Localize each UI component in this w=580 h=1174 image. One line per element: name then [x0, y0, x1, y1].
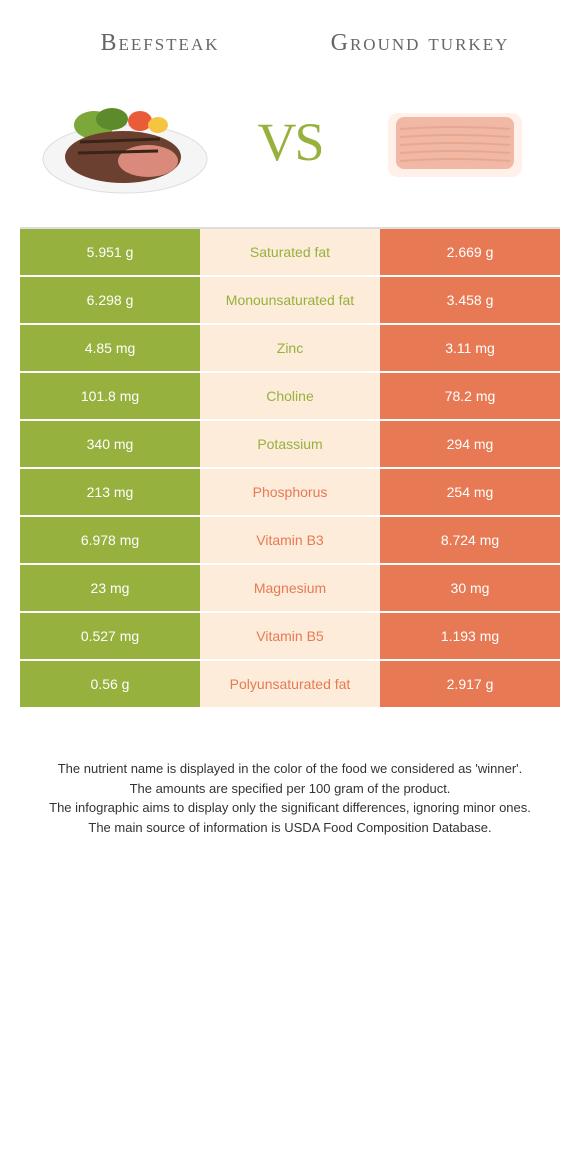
right-value: 2.669 g — [380, 229, 560, 275]
table-row: 340 mgPotassium294 mg — [20, 421, 560, 469]
left-value: 101.8 mg — [20, 373, 200, 419]
nutrient-label: Vitamin B5 — [200, 613, 380, 659]
table-row: 6.298 gMonounsaturated fat3.458 g — [20, 277, 560, 325]
nutrient-label: Magnesium — [200, 565, 380, 611]
left-value: 6.298 g — [20, 277, 200, 323]
nutrient-label: Saturated fat — [200, 229, 380, 275]
table-row: 101.8 mgCholine78.2 mg — [20, 373, 560, 421]
right-value: 1.193 mg — [380, 613, 560, 659]
footer-notes: The nutrient name is displayed in the co… — [0, 709, 580, 837]
footer-line: The amounts are specified per 100 gram o… — [30, 779, 550, 799]
footer-line: The main source of information is USDA F… — [30, 818, 550, 838]
left-value: 6.978 mg — [20, 517, 200, 563]
footer-line: The infographic aims to display only the… — [30, 798, 550, 818]
right-value: 3.458 g — [380, 277, 560, 323]
nutrient-label: Monounsaturated fat — [200, 277, 380, 323]
nutrient-label: Potassium — [200, 421, 380, 467]
right-value: 2.917 g — [380, 661, 560, 707]
left-value: 4.85 mg — [20, 325, 200, 371]
right-value: 294 mg — [380, 421, 560, 467]
table-row: 4.85 mgZinc3.11 mg — [20, 325, 560, 373]
images-row: VS — [0, 67, 580, 227]
vs-label: VS — [257, 111, 322, 173]
right-value: 78.2 mg — [380, 373, 560, 419]
comparison-table: 5.951 gSaturated fat2.669 g6.298 gMonoun… — [20, 227, 560, 709]
ground-turkey-icon — [370, 87, 540, 197]
left-value: 0.527 mg — [20, 613, 200, 659]
beefsteak-icon — [40, 87, 210, 197]
table-row: 23 mgMagnesium30 mg — [20, 565, 560, 613]
right-food-title: Ground turkey — [290, 30, 550, 57]
right-value: 30 mg — [380, 565, 560, 611]
left-value: 5.951 g — [20, 229, 200, 275]
left-value: 213 mg — [20, 469, 200, 515]
nutrient-label: Phosphorus — [200, 469, 380, 515]
table-row: 0.527 mgVitamin B51.193 mg — [20, 613, 560, 661]
right-value: 254 mg — [380, 469, 560, 515]
nutrient-label: Choline — [200, 373, 380, 419]
header-row: Beefsteak Ground turkey — [0, 0, 580, 67]
table-row: 0.56 gPolyunsaturated fat2.917 g — [20, 661, 560, 709]
footer-line: The nutrient name is displayed in the co… — [30, 759, 550, 779]
nutrient-label: Vitamin B3 — [200, 517, 380, 563]
right-value: 8.724 mg — [380, 517, 560, 563]
table-row: 5.951 gSaturated fat2.669 g — [20, 229, 560, 277]
left-food-title: Beefsteak — [30, 30, 290, 57]
left-value: 340 mg — [20, 421, 200, 467]
left-value: 0.56 g — [20, 661, 200, 707]
table-row: 6.978 mgVitamin B38.724 mg — [20, 517, 560, 565]
table-row: 213 mgPhosphorus254 mg — [20, 469, 560, 517]
right-value: 3.11 mg — [380, 325, 560, 371]
left-value: 23 mg — [20, 565, 200, 611]
nutrient-label: Zinc — [200, 325, 380, 371]
nutrient-label: Polyunsaturated fat — [200, 661, 380, 707]
